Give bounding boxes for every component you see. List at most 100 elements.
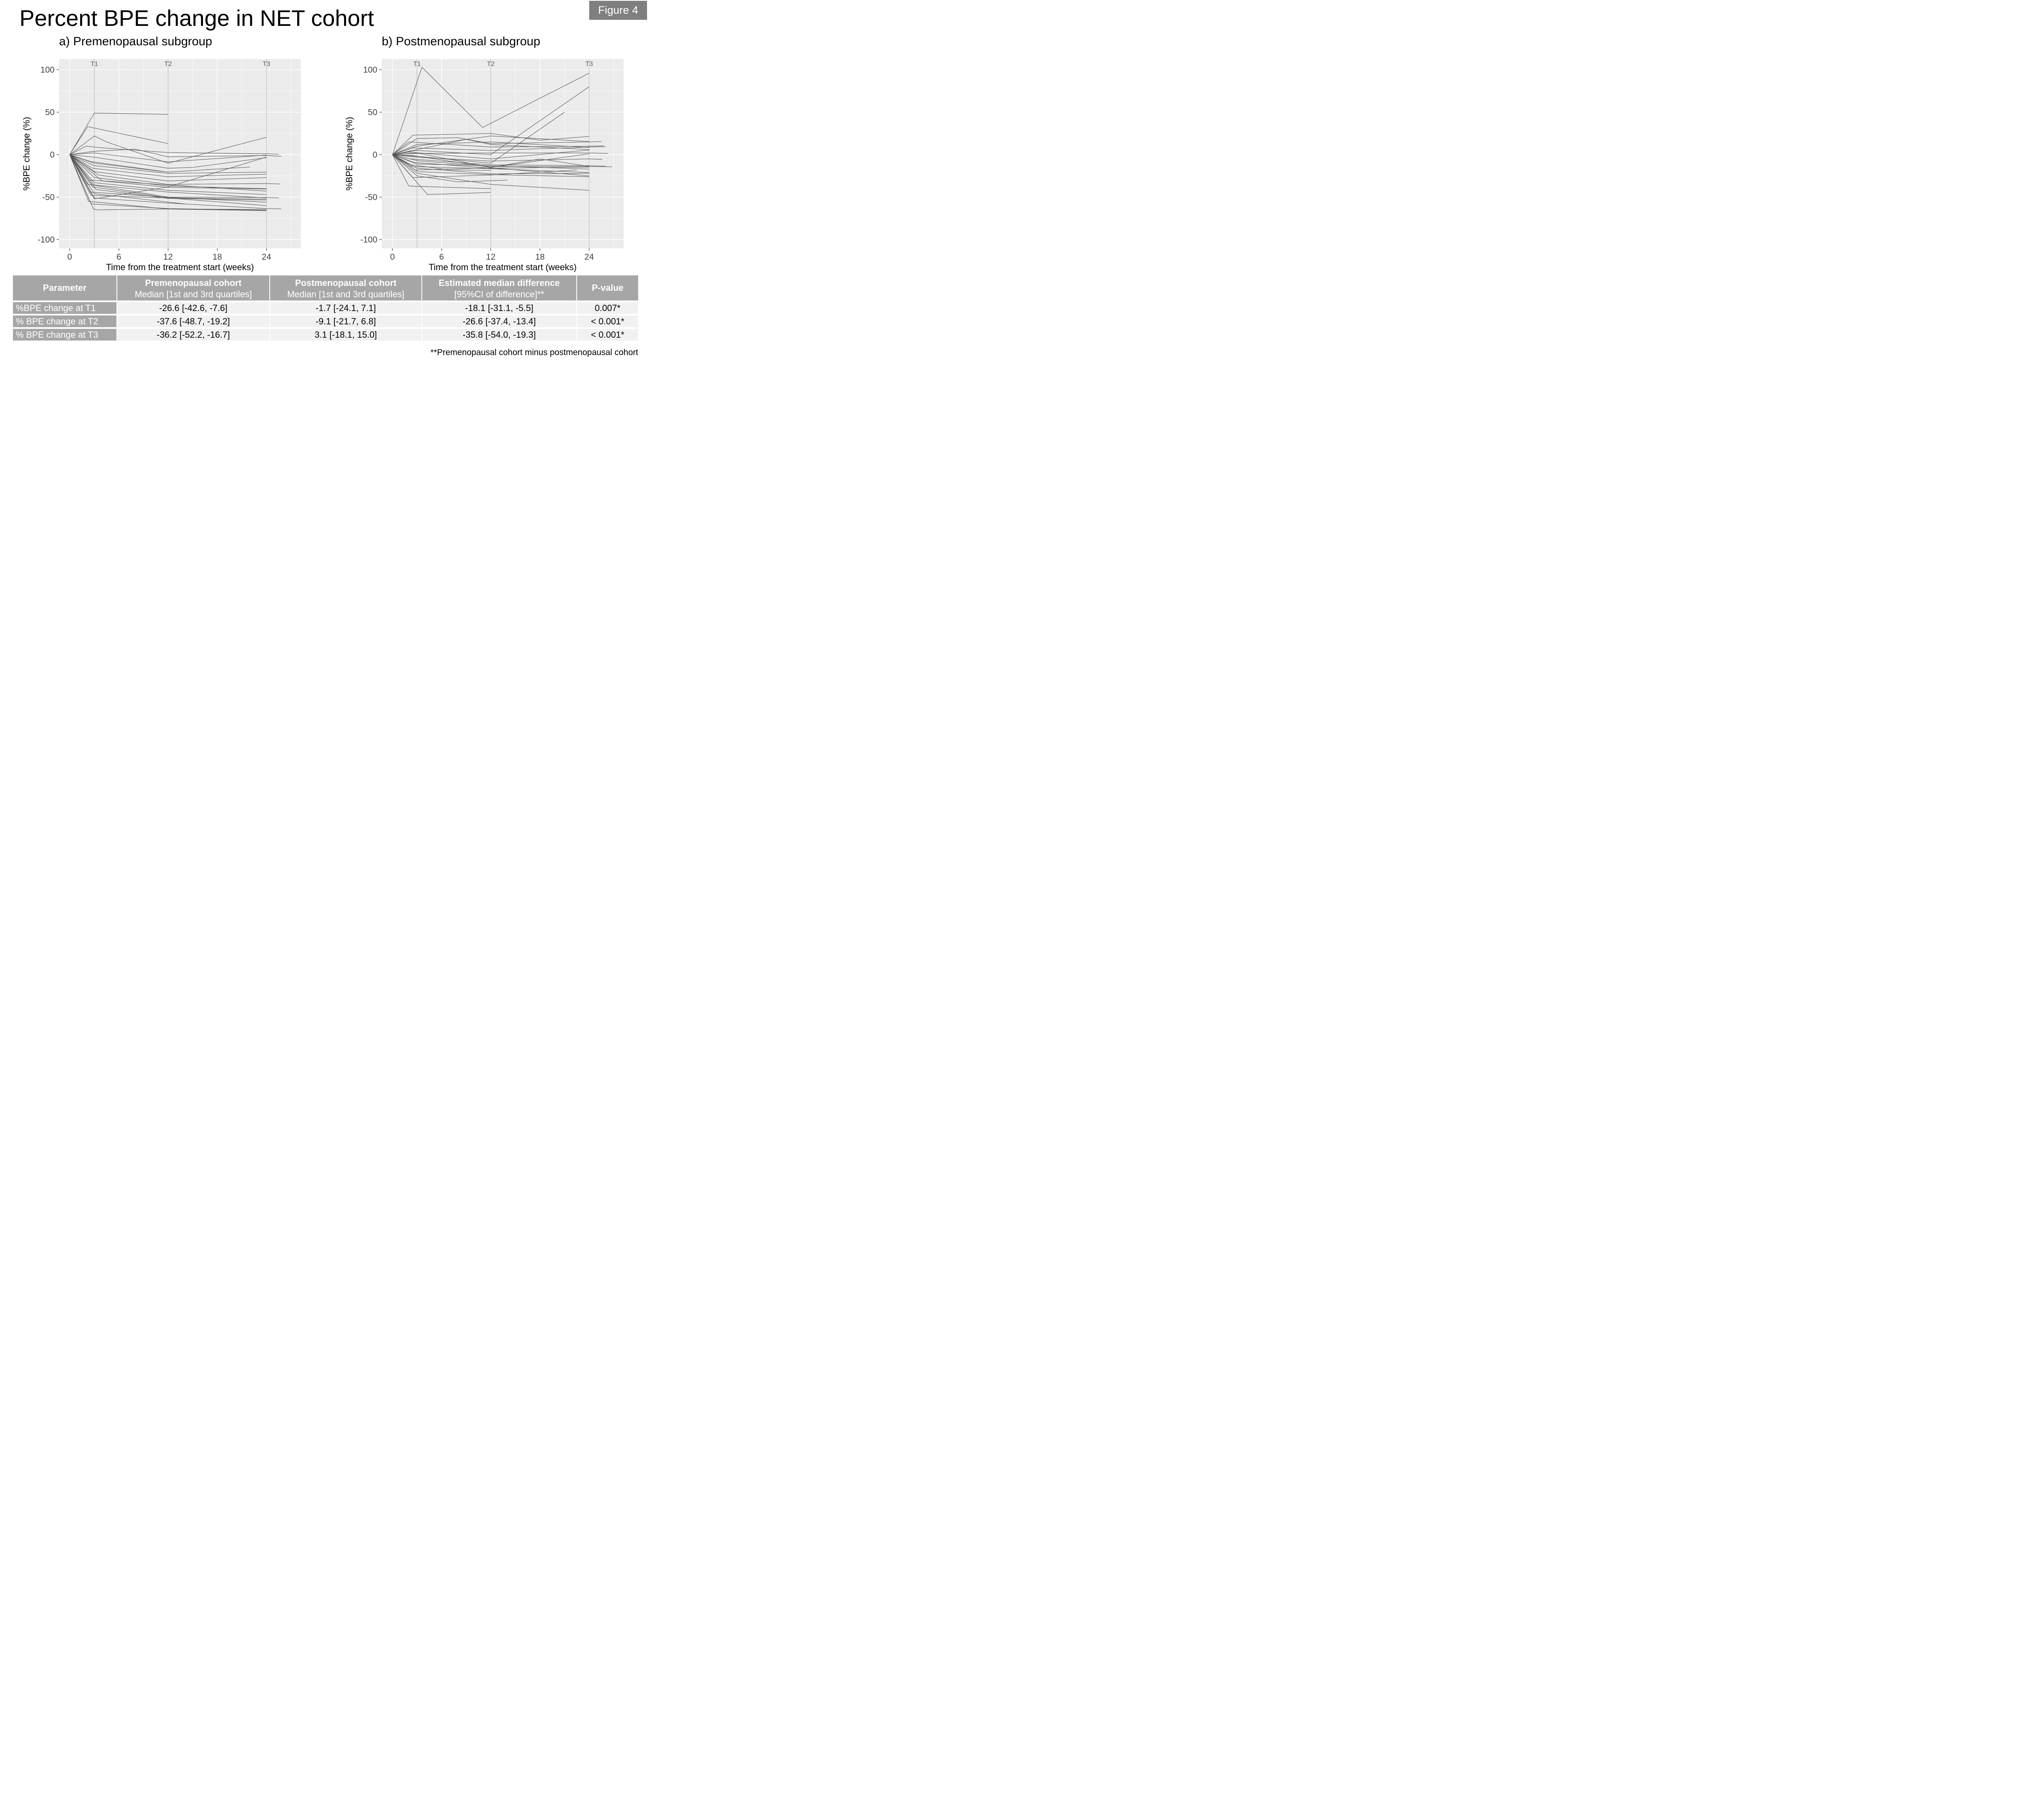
table-cell-t1-diff: -18.1 [-31.1, -5.5] [422,302,576,314]
x-tick-label: 12 [486,252,495,262]
patient-trajectory-line [69,126,168,155]
patient-trajectory-line [392,152,589,168]
y-axis-title-a: %BPE change (%) [21,116,32,191]
patient-trajectory-line [392,137,602,155]
patient-trajectory-line [70,149,281,157]
y-tick-label: 0 [50,150,55,159]
patient-trajectory-line [69,154,281,209]
patient-trajectory-line [70,152,266,162]
timepoint-label: T1 [413,61,421,68]
patient-trajectory-line [392,154,589,177]
x-tick-label: 6 [116,252,121,262]
patient-trajectory-line [70,135,267,163]
patient-trajectory-line [392,142,589,155]
table-header-pvalue: P-value [577,275,638,301]
patient-trajectory-line [392,112,565,163]
x-tick-label: 18 [535,252,545,262]
patient-trajectory-line [392,154,589,169]
patient-trajectory-line [70,154,266,189]
table-header-premenopausal: Premenopausal cohort Median [1st and 3rd… [117,275,269,301]
timepoint-label: T2 [487,61,495,68]
y-axis-title-b: %BPE change (%) [344,116,354,191]
patient-trajectory-line [69,154,266,200]
y-tick-label: -100 [360,235,377,244]
table-cell-t1-pvalue: 0.007* [577,302,638,314]
patient-trajectory-line [70,146,279,155]
table-cell-t3-post: 3.1 [-18.1, 15.0] [270,329,421,341]
y-tick-label: -50 [42,193,55,202]
subplot-b-title: b) Postmenopausal subgroup [382,35,540,48]
patient-trajectory-line [392,135,589,155]
x-tick-label: 24 [584,252,594,262]
patient-trajectory-line [69,154,266,206]
patient-trajectory-line [392,154,491,171]
patient-trajectory-line [392,154,589,173]
table-header-parameter: Parameter [13,275,116,301]
table-header-postmenopausal: Postmenopausal cohort Median [1st and 3r… [270,275,421,301]
y-tick-label: 100 [40,65,55,74]
patient-trajectory-line [392,150,589,159]
patient-trajectory-line [70,154,266,177]
x-tick-label: 18 [213,252,222,262]
table-cell-t1-pre: -26.6 [-42.6, -7.6] [117,302,269,314]
patient-trajectory-line [70,154,266,174]
patient-trajectory-line [392,133,589,155]
patient-trajectory-line [70,154,164,172]
patient-trajectory-line [69,154,185,204]
table-row-label-t1: %BPE change at T1 [13,302,116,314]
table-cell-t2-diff: -26.6 [-37.4, -13.4] [422,315,576,327]
y-tick-label: 0 [372,150,377,159]
summary-table: Parameter Premenopausal cohort Median [1… [13,275,638,341]
spaghetti-plots-canvas: T1 T2 T3 0 6 12 18 24 -100 -50 0 50 100 T1 T2 T3 0 6 12 18 2… [38,59,624,262]
patient-trajectory-line [69,154,266,201]
x-axis-title-a: Time from the treatment start (weeks) [106,262,254,272]
table-footnote: **Premenopausal cohort minus postmenopau… [430,348,638,357]
timepoint-label: T2 [164,61,172,68]
patient-trajectory-line [392,154,491,195]
x-tick-label: 0 [390,252,395,262]
table-cell-t2-post: -9.1 [-21.7, 6.8] [270,315,421,327]
patient-trajectory-line [392,154,491,189]
table-cell-t3-pvalue: < 0.001* [577,329,638,341]
x-tick-label: 0 [68,252,72,262]
patient-trajectory-line [392,154,603,161]
patient-trajectory-line [392,142,604,155]
timepoint-label: T1 [91,61,98,68]
table-header-difference: Estimated median difference [95%CI of di… [422,275,576,301]
table-cell-t3-pre: -36.2 [-52.2, -16.7] [117,329,269,341]
patient-trajectory-line [69,154,266,199]
table-cell-t2-pre: -37.6 [-48.7, -19.2] [117,315,269,327]
y-tick-label: -100 [38,235,55,244]
y-tick-label: 50 [45,108,55,117]
y-tick-label: 50 [368,108,377,117]
patient-trajectory-line [392,67,590,155]
table-row-label-t3: % BPE change at T3 [13,329,116,341]
patient-trajectory-line [392,154,589,191]
table-cell-t2-pvalue: < 0.001* [577,315,638,327]
patient-trajectory-line [69,112,168,155]
plot-panel [382,59,624,248]
table-cell-t1-post: -1.7 [-24.1, 7.1] [270,302,421,314]
patient-trajectory-line [392,154,612,167]
patient-trajectory-line [69,154,266,211]
figure-number-badge: Figure 4 [589,1,647,20]
patient-trajectory-line [392,152,608,155]
y-tick-label: -50 [365,193,377,202]
patient-trajectory-line [70,154,281,185]
table-cell-t3-diff: -35.8 [-54.0, -19.3] [422,329,576,341]
x-tick-label: 12 [163,252,173,262]
x-tick-label: 24 [262,252,271,262]
y-tick-label: 100 [363,65,377,74]
x-axis-title-b: Time from the treatment start (weeks) [429,262,577,272]
subplot-a-title: a) Premenopausal subgroup [59,35,212,48]
patient-trajectory-line [392,153,589,168]
patient-trajectory-line [69,154,267,199]
patient-trajectory-line [392,154,508,182]
figure-4-panel: Percent BPE change in NET cohort Figure … [0,0,647,364]
patient-trajectory-line [70,154,266,169]
x-tick-label: 6 [439,252,444,262]
figure-title: Percent BPE change in NET cohort [19,5,374,31]
timepoint-label: T3 [586,61,593,68]
timepoint-label: T3 [263,61,271,68]
table-row-label-t2: % BPE change at T2 [13,315,116,327]
